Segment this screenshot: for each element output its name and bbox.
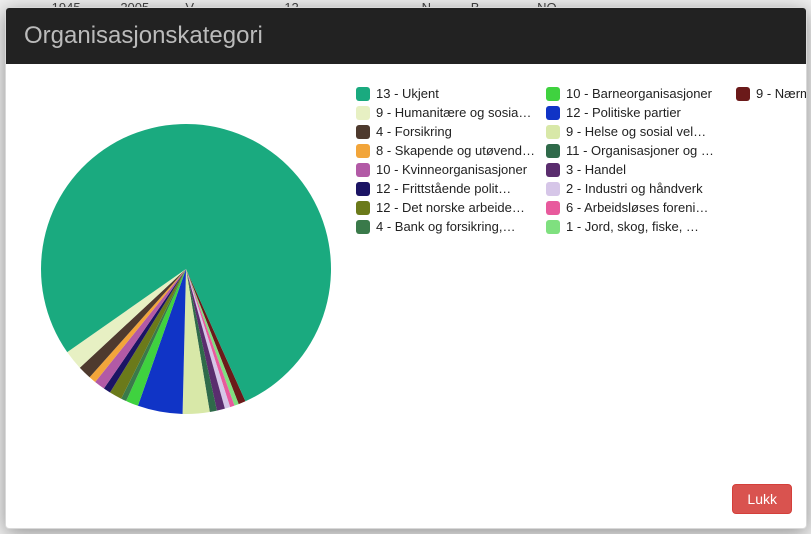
modal-title: Organisasjonskategori	[6, 8, 806, 64]
legend-swatch	[356, 220, 370, 234]
legend-label: 9 - Humanitære og sosia…	[376, 105, 531, 120]
legend-label: 8 - Skapende og utøvend…	[376, 143, 535, 158]
legend-item[interactable]: 12 - Det norske arbeide…	[356, 198, 546, 217]
pie-chart	[41, 124, 331, 414]
legend-label: 12 - Politiske partier	[566, 105, 681, 120]
legend-swatch	[356, 163, 370, 177]
legend-label: 1 - Jord, skog, fiske, …	[566, 219, 699, 234]
legend-swatch	[546, 87, 560, 101]
legend-item[interactable]: 13 - Ukjent	[356, 84, 546, 103]
legend-swatch	[546, 220, 560, 234]
legend-label: 9 - Helse og sosial vel…	[566, 124, 706, 139]
legend-item[interactable]: 1 - Jord, skog, fiske, …	[546, 217, 736, 236]
legend-swatch	[356, 201, 370, 215]
legend-label: 3 - Handel	[566, 162, 626, 177]
legend-label: 2 - Industri og håndverk	[566, 181, 703, 196]
legend-item[interactable]: 3 - Handel	[546, 160, 736, 179]
legend-item[interactable]: 11 - Organisasjoner og …	[546, 141, 736, 160]
legend-item[interactable]: 10 - Kvinneorganisasjoner	[356, 160, 546, 179]
legend-label: 10 - Barneorganisasjoner	[566, 86, 712, 101]
legend-swatch	[546, 125, 560, 139]
legend-swatch	[546, 182, 560, 196]
legend-item[interactable]: 4 - Bank og forsikring,…	[356, 217, 546, 236]
chart-area: 13 - Ukjent 9 - Humanitære og sosia… 4 - F…	[16, 84, 796, 414]
pie-chart-container	[16, 84, 356, 414]
modal-body: 13 - Ukjent 9 - Humanitære og sosia… 4 - F…	[6, 64, 806, 474]
legend-label: 13 - Ukjent	[376, 86, 439, 101]
legend-item[interactable]: 9 - Helse og sosial vel…	[546, 122, 736, 141]
legend-item[interactable]: 10 - Barneorganisasjoner	[546, 84, 736, 103]
legend-item[interactable]: 4 - Forsikring	[356, 122, 546, 141]
legend-label: 6 - Arbeidsløses foreni…	[566, 200, 708, 215]
legend-swatch	[546, 144, 560, 158]
legend-label: 9 - Nærmiljø- og velfor…	[756, 86, 807, 101]
legend-item[interactable]: 8 - Skapende og utøvend…	[356, 141, 546, 160]
legend-swatch	[546, 106, 560, 120]
legend-label: 4 - Forsikring	[376, 124, 452, 139]
chart-legend: 13 - Ukjent 9 - Humanitære og sosia… 4 - F…	[356, 84, 796, 254]
legend-label: 12 - Frittstående polit…	[376, 181, 511, 196]
legend-swatch	[356, 182, 370, 196]
legend-item[interactable]: 9 - Nærmiljø- og velfor…	[736, 84, 807, 103]
legend-swatch	[356, 87, 370, 101]
legend-item[interactable]: 9 - Humanitære og sosia…	[356, 103, 546, 122]
legend-label: 4 - Bank og forsikring,…	[376, 219, 515, 234]
close-button[interactable]: Lukk	[732, 484, 792, 514]
legend-item[interactable]: 2 - Industri og håndverk	[546, 179, 736, 198]
modal-footer: Lukk	[6, 474, 806, 528]
legend-swatch	[546, 201, 560, 215]
legend-item[interactable]: 12 - Frittstående polit…	[356, 179, 546, 198]
legend-swatch	[356, 144, 370, 158]
legend-swatch	[736, 87, 750, 101]
legend-item[interactable]: 6 - Arbeidsløses foreni…	[546, 198, 736, 217]
legend-label: 11 - Organisasjoner og …	[566, 143, 714, 158]
legend-item[interactable]: 12 - Politiske partier	[546, 103, 736, 122]
legend-swatch	[546, 163, 560, 177]
legend-swatch	[356, 106, 370, 120]
modal-dialog: Organisasjonskategori 13 - Ukjent 9 - Hum…	[5, 7, 807, 529]
legend-label: 12 - Det norske arbeide…	[376, 200, 525, 215]
legend-swatch	[356, 125, 370, 139]
legend-label: 10 - Kvinneorganisasjoner	[376, 162, 527, 177]
